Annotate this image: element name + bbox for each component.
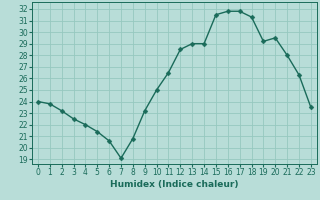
- X-axis label: Humidex (Indice chaleur): Humidex (Indice chaleur): [110, 180, 239, 189]
